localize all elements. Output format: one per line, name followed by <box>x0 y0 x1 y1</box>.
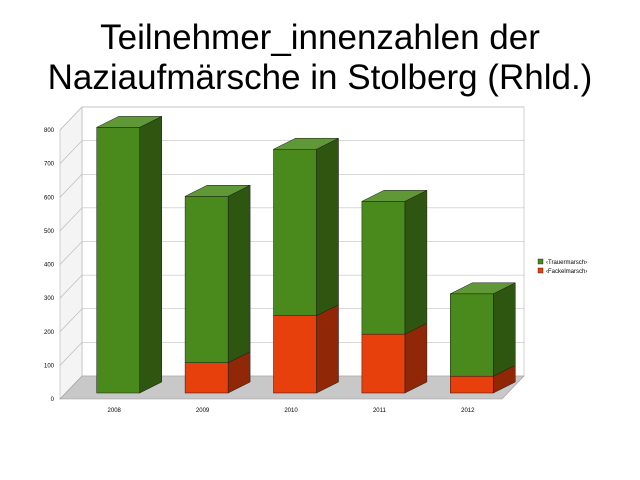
legend-label: ‹Fackelmarsch› <box>546 269 587 275</box>
bar-segment <box>184 196 229 363</box>
bar-segment <box>273 148 317 316</box>
x-tick-label: 2010 <box>284 408 298 414</box>
bar-side <box>139 115 162 394</box>
grid-line <box>59 106 524 131</box>
bar-side <box>404 189 428 335</box>
legend: ‹Trauermarsch› ‹Fackelmarsch› <box>537 258 587 275</box>
x-tick-label: 2011 <box>373 408 387 414</box>
legend-label: ‹Trauermarsch› <box>546 260 587 266</box>
y-tick-label: 800 <box>44 128 55 134</box>
bar-segment <box>96 127 140 394</box>
bar-top <box>184 185 251 197</box>
bar-segment <box>273 315 317 394</box>
bar-segment <box>361 333 406 394</box>
bar-side <box>404 322 428 394</box>
y-tick-label: 0 <box>51 397 55 403</box>
x-axis-ticks: 2008 2009 2010 2011 2012 <box>108 408 476 414</box>
bar-top <box>361 190 428 202</box>
bar-stack <box>361 189 428 394</box>
bar-side <box>316 137 339 317</box>
legend-swatch <box>537 258 544 265</box>
grid-line <box>59 140 524 164</box>
x-tick-label: 2008 <box>108 408 122 414</box>
chart-title-line-2: Naziaufmärsche in Stolberg (Rhld.) <box>47 58 593 97</box>
bar-stack <box>184 184 251 394</box>
y-tick-label: 600 <box>44 195 55 201</box>
x-tick-label: 2009 <box>196 408 210 414</box>
y-tick-label: 700 <box>44 162 55 168</box>
bar-segment <box>361 201 406 335</box>
bar-stack <box>273 137 339 394</box>
bar-stack <box>450 282 516 394</box>
bar-side <box>493 282 516 377</box>
chart-title: Teilnehmer_innenzahlen der Naziaufmärsch… <box>0 18 640 98</box>
y-axis-ticks: 0 100 200 300 400 500 600 700 800 <box>44 128 55 403</box>
y-tick-label: 500 <box>44 229 55 235</box>
bar-segment <box>184 362 229 394</box>
bar-side <box>227 184 251 364</box>
grid-line <box>59 173 524 198</box>
bar-top <box>96 116 162 128</box>
y-tick-label: 300 <box>44 296 55 302</box>
x-tick-label: 2012 <box>461 408 475 414</box>
bars <box>96 115 516 394</box>
chart-title-line-1: Teilnehmer_innenzahlen der <box>100 18 540 57</box>
bar-top <box>450 282 516 295</box>
y-tick-label: 100 <box>44 363 55 369</box>
y-tick-label: 200 <box>44 330 55 336</box>
bar-segment <box>450 375 494 394</box>
y-tick-label: 400 <box>44 263 55 269</box>
bar-segment <box>450 293 494 377</box>
bar-stack <box>96 115 162 394</box>
bar-top <box>273 137 339 150</box>
bar-side <box>316 304 339 394</box>
legend-swatch <box>537 267 544 274</box>
